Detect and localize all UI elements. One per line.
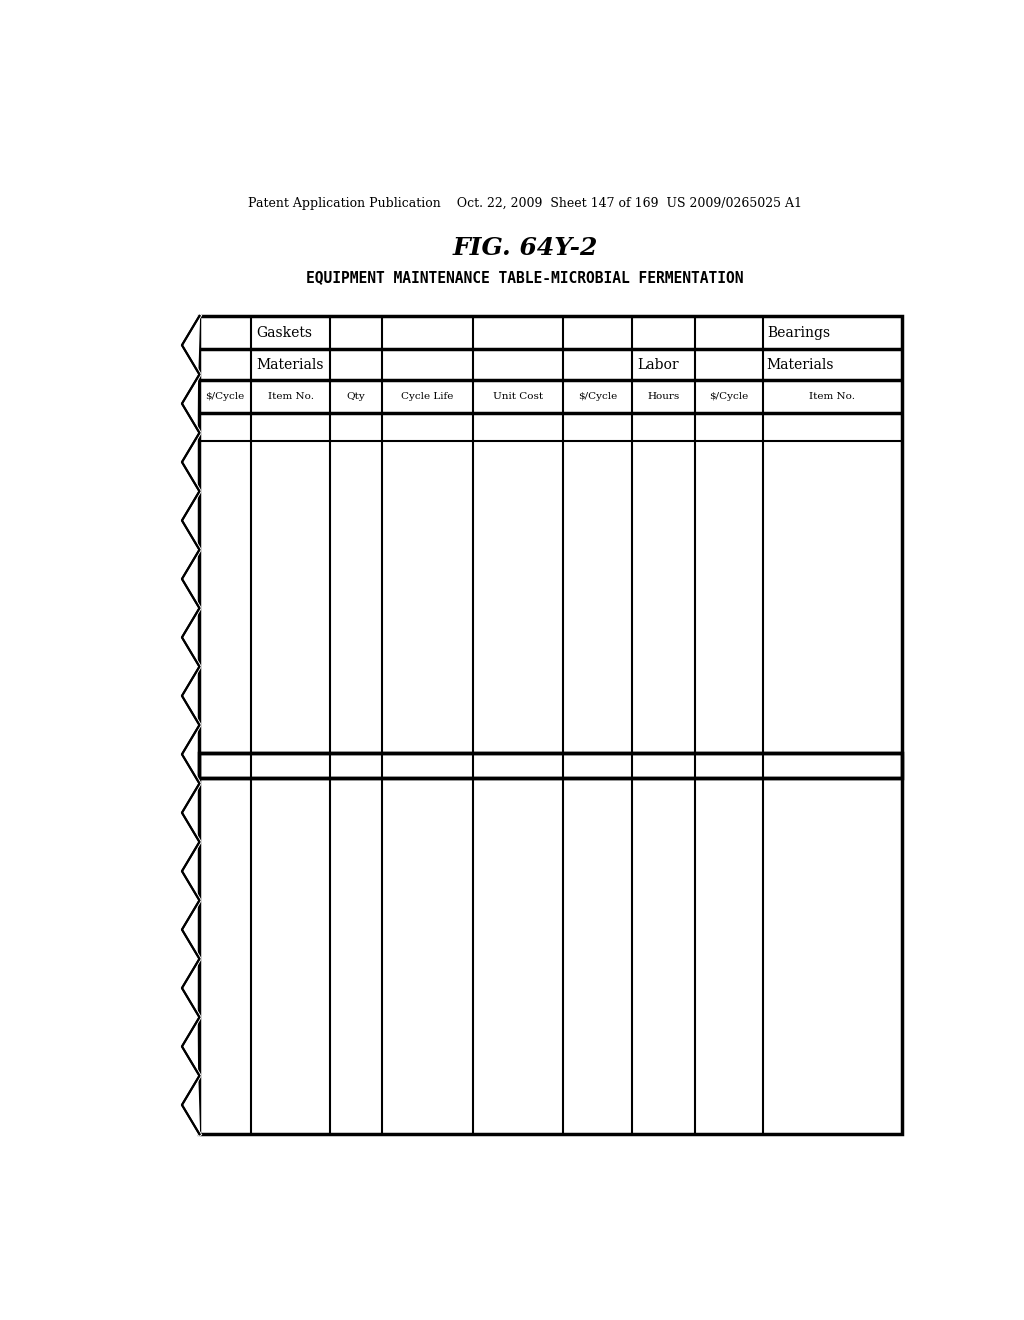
Text: Labor: Labor	[638, 358, 679, 372]
Text: $/Cycle: $/Cycle	[578, 392, 617, 401]
Text: Materials: Materials	[767, 358, 835, 372]
Text: Unit Cost: Unit Cost	[493, 392, 543, 401]
Text: Gaskets: Gaskets	[257, 326, 312, 339]
Text: Item No.: Item No.	[267, 392, 313, 401]
Text: Patent Application Publication    Oct. 22, 2009  Sheet 147 of 169  US 2009/02650: Patent Application Publication Oct. 22, …	[248, 197, 802, 210]
Text: Cycle Life: Cycle Life	[401, 392, 454, 401]
Polygon shape	[174, 315, 200, 1134]
Text: Hours: Hours	[647, 392, 680, 401]
Text: Bearings: Bearings	[767, 326, 830, 339]
Bar	[200, 315, 902, 1134]
Text: FIG. 64Y-2: FIG. 64Y-2	[453, 236, 597, 260]
Text: EQUIPMENT MAINTENANCE TABLE-MICROBIAL FERMENTATION: EQUIPMENT MAINTENANCE TABLE-MICROBIAL FE…	[306, 269, 743, 285]
Text: $/Cycle: $/Cycle	[206, 392, 245, 401]
Bar	[200, 752, 902, 779]
Text: Item No.: Item No.	[809, 392, 855, 401]
Text: Qty: Qty	[347, 392, 366, 401]
Bar	[200, 752, 902, 779]
Text: $/Cycle: $/Cycle	[710, 392, 749, 401]
Text: Materials: Materials	[257, 358, 324, 372]
